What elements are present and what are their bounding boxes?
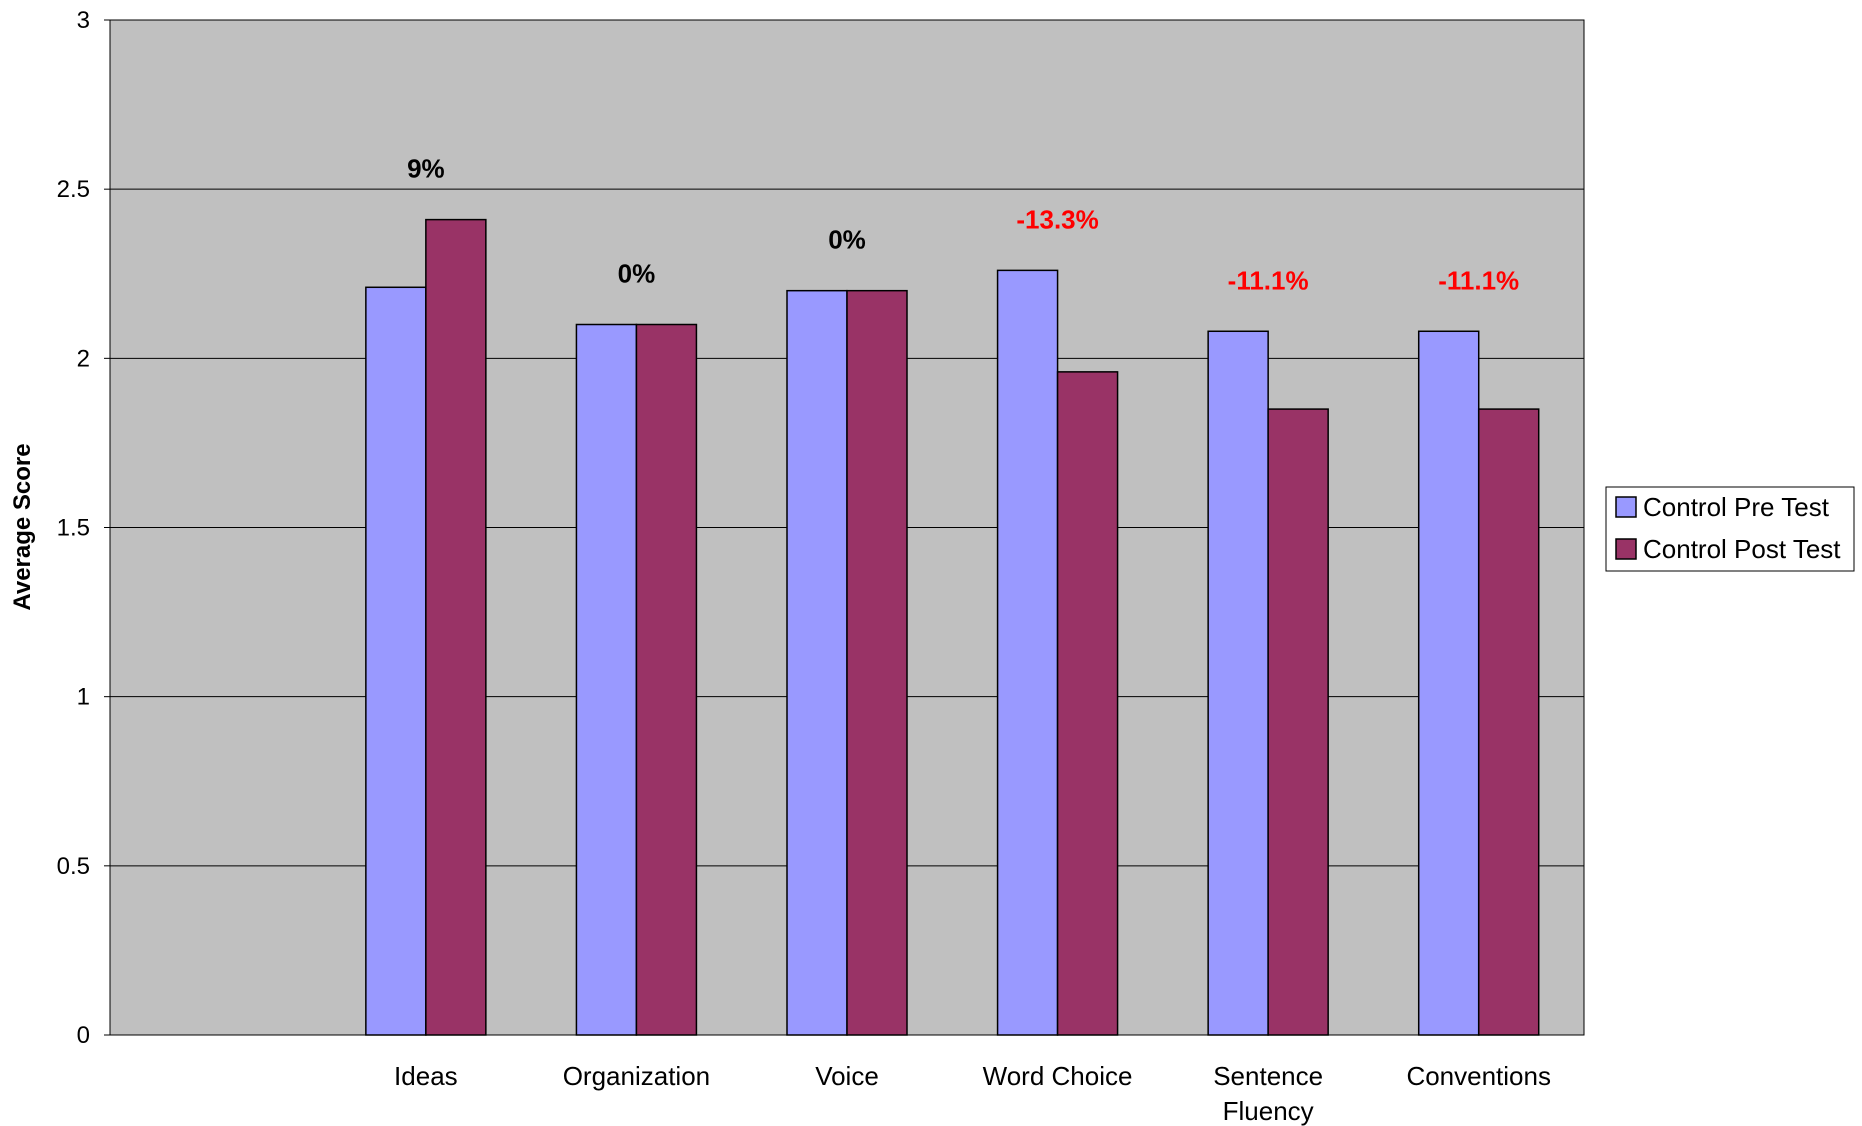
y-tick-label: 3 (77, 7, 90, 34)
x-tick-label: Conventions (1406, 1061, 1551, 1091)
percent-change-label: -13.3% (1016, 204, 1098, 234)
legend: Control Pre Test Control Post Test (1605, 486, 1855, 572)
legend-swatch (1615, 496, 1637, 518)
x-tick-label: Ideas (394, 1061, 458, 1091)
bar (1207, 330, 1269, 1036)
bar (996, 269, 1059, 1036)
legend-box (1605, 486, 1855, 572)
bar (575, 323, 638, 1036)
bar (846, 289, 908, 1036)
y-tick-label: 1 (77, 684, 90, 711)
bar (1417, 330, 1480, 1036)
legend-label: Control Pre Test (1643, 492, 1830, 522)
y-tick-label: 2.5 (57, 176, 90, 203)
x-tick-label: Word Choice (983, 1061, 1133, 1091)
y-tick-label: 0.5 (57, 853, 90, 880)
bar (1056, 371, 1119, 1036)
legend-label: Control Post Test (1643, 534, 1841, 564)
bar (635, 323, 698, 1036)
legend-swatch (1615, 538, 1637, 560)
percent-change-label: 0% (828, 225, 866, 255)
x-tick-label: Sentence Fluency (1213, 1061, 1323, 1126)
percent-change-label: -11.1% (1438, 265, 1519, 295)
bar (1477, 408, 1540, 1036)
x-axis-categories: Ideas Organization Voice Word Choice Sentenc… (394, 1061, 1551, 1126)
percent-change-label: 9% (407, 154, 445, 184)
y-axis-ticks: 0 0.5 1 1.5 2 2.5 3 (57, 7, 110, 1049)
bars (365, 218, 1540, 1036)
x-tick-label: Organization (563, 1061, 710, 1091)
y-tick-label: 1.5 (57, 515, 90, 542)
bar (365, 286, 427, 1036)
y-tick-label: 0 (77, 1022, 90, 1049)
percent-change-label: -11.1% (1228, 265, 1309, 295)
y-axis-label: Average Score (9, 443, 36, 610)
y-tick-label: 2 (77, 345, 90, 372)
bar (786, 289, 848, 1036)
bar (425, 218, 487, 1036)
x-tick-label: Voice (815, 1061, 879, 1091)
bar (1267, 408, 1329, 1036)
percent-change-annotations: 9% 0% 0% -13.3% -11.1% -11.1% (407, 154, 1519, 296)
percent-change-label: 0% (618, 259, 656, 289)
